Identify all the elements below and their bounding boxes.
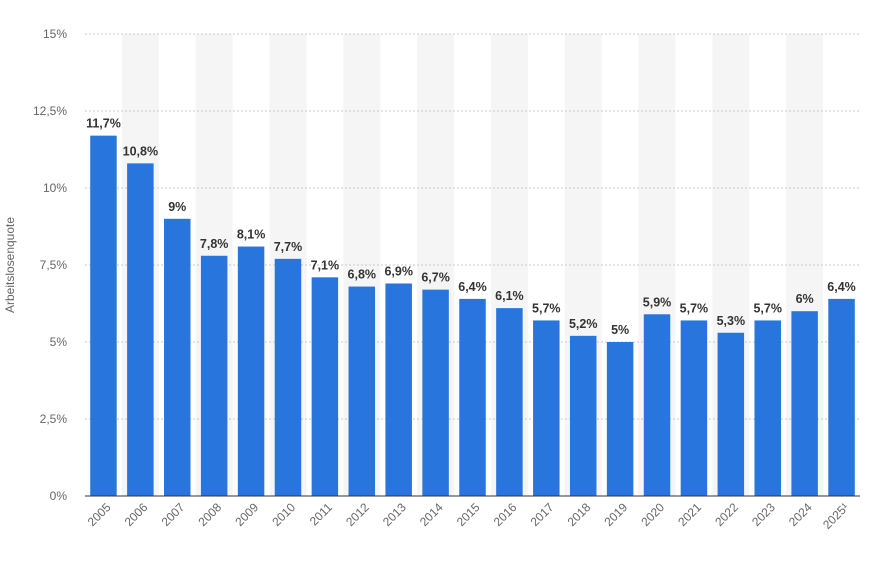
data-label: 8,1% (237, 228, 266, 242)
y-tick-label: 12,5% (33, 104, 67, 118)
x-tick-label: 2014 (417, 500, 446, 529)
data-labels: 11,7%10,8% 9% 7,8% 8,1% 7,7% 7,1% 6,8% 6,9% 6,7%… (86, 117, 856, 337)
x-tick-label: 2015 (454, 500, 483, 529)
x-tick-label: 2021 (675, 500, 704, 529)
y-axis-ticks: 0% 2,5% 5% 7,5% 10% 12,5% 15% (33, 27, 67, 503)
bar[interactable] (164, 218, 191, 497)
x-tick-label: 2007 (159, 500, 188, 529)
y-tick-label: 7,5% (40, 258, 68, 272)
y-tick-label: 0% (50, 489, 68, 503)
data-label: 5,7% (753, 301, 782, 315)
data-label: 5,3% (717, 314, 746, 328)
x-axis-ticks: 2005 2006 2007 2008 2009 2010 2011 2012 2013 2014… (85, 500, 852, 532)
bar[interactable] (606, 342, 634, 496)
bar[interactable] (200, 255, 228, 496)
data-label: 5,9% (643, 295, 672, 309)
data-label: 7,7% (274, 240, 303, 254)
x-tick-label: 2023 (749, 500, 778, 529)
x-tick-label: 2013 (380, 500, 409, 529)
x-tick-label: 2019 (601, 500, 630, 529)
x-tick-label: 2011 (307, 500, 335, 528)
data-label: 6,7% (421, 271, 450, 285)
data-label: 5,7% (680, 301, 709, 315)
x-tick-label: 2020 (638, 500, 667, 529)
bar[interactable] (533, 320, 560, 496)
x-tick-label: 2010 (269, 500, 298, 529)
data-label: 10,8% (123, 144, 158, 158)
x-tick-label: 2017 (528, 500, 557, 529)
data-label: 6% (796, 292, 814, 306)
data-label: 6,1% (495, 289, 524, 303)
data-label: 6,8% (348, 268, 377, 282)
data-label: 6,4% (827, 280, 856, 294)
bar[interactable] (569, 335, 597, 496)
y-axis-label: Arbeitslosenquote (3, 217, 17, 313)
bar[interactable] (274, 258, 302, 496)
bar[interactable] (237, 246, 265, 496)
data-label: 9% (168, 200, 186, 214)
y-tick-label: 10% (43, 181, 67, 195)
bar[interactable] (680, 320, 708, 496)
x-tick-label: 2016 (491, 500, 520, 529)
x-tick-label: 2008 (196, 500, 225, 529)
bar[interactable] (311, 277, 339, 496)
bars (90, 135, 855, 497)
data-label: 7,1% (311, 258, 340, 272)
data-label: 7,8% (200, 237, 229, 251)
data-label: 5% (611, 323, 629, 337)
x-tick-label: 2012 (343, 500, 372, 529)
y-tick-label: 2,5% (40, 412, 68, 426)
bar[interactable] (496, 308, 523, 496)
bar[interactable] (828, 298, 855, 496)
x-tick-label: 2009 (232, 500, 261, 529)
data-label: 11,7% (86, 117, 121, 131)
x-tick-label: 2006 (122, 500, 151, 529)
bar[interactable] (643, 314, 671, 496)
x-tick-label: 2025¹ (820, 500, 852, 532)
bar[interactable] (754, 320, 781, 496)
bar[interactable] (717, 332, 745, 496)
data-label: 6,9% (384, 264, 413, 278)
data-label: 5,2% (569, 317, 598, 331)
y-tick-label: 5% (50, 335, 68, 349)
bar[interactable] (127, 163, 154, 497)
x-tick-label: 2018 (565, 500, 594, 529)
bar[interactable] (422, 289, 449, 496)
data-label: 5,7% (532, 301, 561, 315)
bar[interactable] (348, 286, 376, 496)
bar[interactable] (90, 135, 117, 496)
bar[interactable] (385, 283, 412, 496)
x-tick-label: 2024 (786, 500, 815, 529)
y-tick-label: 15% (43, 27, 67, 41)
x-tick-label: 2022 (712, 500, 741, 529)
x-tick-label: 2005 (85, 500, 114, 529)
bar[interactable] (459, 298, 486, 496)
bar[interactable] (791, 311, 818, 496)
data-label: 6,4% (458, 280, 487, 294)
